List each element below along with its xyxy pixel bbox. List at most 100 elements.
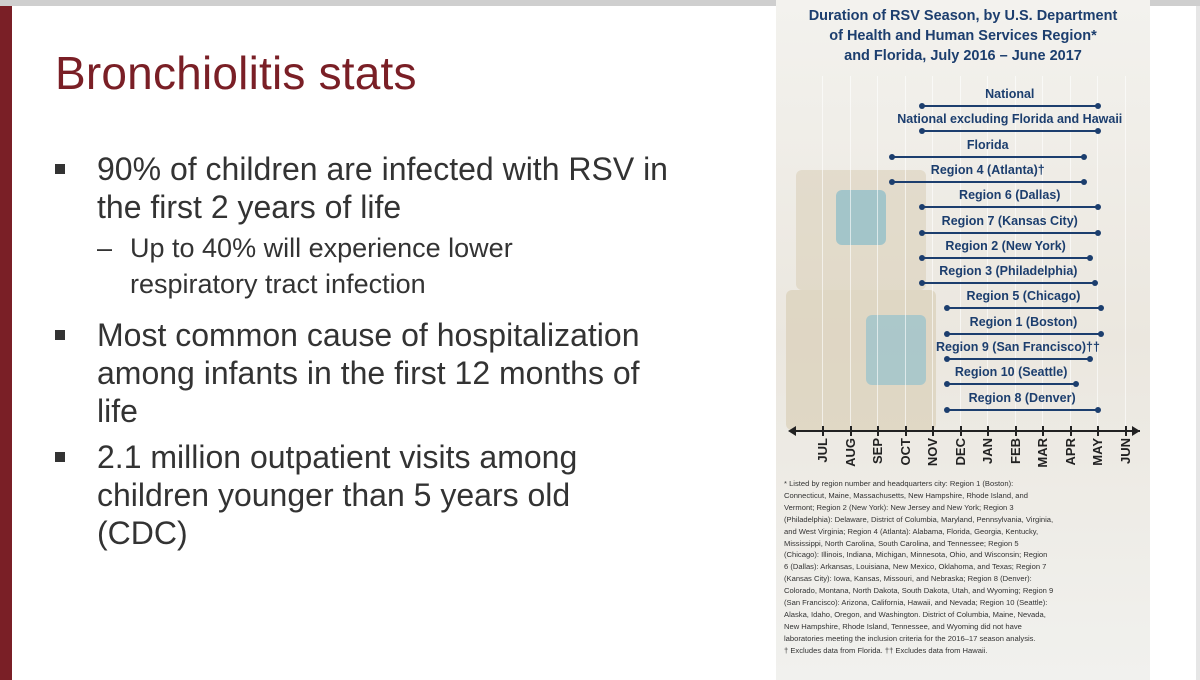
bullet-3-line-1: 2.1 million outpatient visits among — [97, 439, 578, 475]
toy-block-image — [836, 190, 886, 245]
month-grid-line — [932, 76, 933, 431]
toy-block-image — [866, 315, 926, 385]
bullet-3-line-2: children younger than 5 years old — [97, 477, 571, 513]
footnote-line: New Hampshire, Rhode Island, Tennessee, … — [784, 621, 1022, 631]
footnote-line: Mississippi, North Carolina, South Carol… — [784, 538, 1019, 548]
month-grid-line — [877, 76, 878, 431]
month-tick-label: APR — [1062, 438, 1078, 466]
month-grid-line — [849, 76, 851, 431]
season-duration-bar — [921, 105, 1098, 107]
season-row-label: Region 6 (Dallas) — [959, 188, 1061, 203]
accent-left-bar — [0, 6, 12, 680]
bullet-1-line-1: 90% of children are infected with RSV in — [97, 151, 668, 187]
season-endpoint-dot — [943, 356, 950, 362]
season-endpoint-dot — [1072, 381, 1079, 388]
season-row-label: National — [985, 87, 1035, 101]
dash-bullet-icon: – — [97, 233, 113, 263]
month-tick-label: FEB — [1007, 438, 1023, 464]
season-endpoint-dot — [1094, 103, 1101, 109]
season-endpoint-dot — [1081, 153, 1087, 160]
season-duration-bar — [946, 408, 1098, 411]
axis-left-arrow-icon — [788, 426, 796, 436]
season-duration-bar — [921, 282, 1095, 285]
season-duration-bar — [921, 206, 1098, 209]
footnote-line: (Kansas City): Iowa, Kansas, Missouri, a… — [784, 574, 1032, 584]
bullet-2-line-3: life — [97, 393, 138, 429]
season-endpoint-dot — [1094, 406, 1101, 413]
season-endpoint-dot — [918, 254, 925, 261]
footnote-line: Colorado, Montana, North Dakota, South D… — [784, 586, 1054, 596]
season-endpoint-dot — [918, 280, 925, 287]
footnote-line: Alaska, Idaho, Oregon, and Washington. D… — [784, 609, 1046, 619]
season-duration-bar — [891, 180, 1084, 183]
month-tick-label: JAN — [980, 438, 995, 465]
month-grid-line — [1097, 76, 1098, 431]
season-row-label: Region 8 (Denver) — [968, 390, 1076, 405]
sub-bullet-line-2: respiratory tract infection — [130, 269, 426, 299]
month-tick-label: MAY — [1090, 438, 1105, 466]
footnote-line: * Listed by region number and headquarte… — [784, 479, 1014, 488]
footnote-line: (Chicago): Illinois, Indiana, Michigan, … — [784, 550, 1048, 560]
x-axis-line — [790, 430, 1140, 432]
season-row-label: Region 1 (Boston) — [969, 314, 1078, 329]
footnote-line: and West Virginia; Region 4 (Atlanta): A… — [784, 526, 1039, 536]
footnote-line: laboratories meeting the inclusion crite… — [784, 633, 1036, 643]
month-grid-line — [1014, 76, 1016, 431]
season-endpoint-dot — [1097, 330, 1104, 337]
footnote-line: 6 (Dallas): Arkansas, Louisiana, New Mex… — [784, 562, 1047, 572]
month-tick-label: DEC — [952, 438, 968, 466]
bullet-3-line-3: (CDC) — [97, 515, 188, 551]
bullet-1-line-2: the first 2 years of life — [97, 189, 402, 225]
season-endpoint-dot — [943, 305, 950, 312]
slide-right-edge — [1196, 6, 1200, 680]
month-tick-label: AUG — [842, 438, 858, 467]
season-row-label: Region 9 (San Francisco)†† — [936, 340, 1100, 354]
month-grid-line — [1124, 76, 1126, 431]
season-endpoint-dot — [1086, 254, 1093, 261]
square-bullet-icon — [55, 164, 65, 174]
season-endpoint-dot — [1081, 178, 1087, 185]
season-row-label: National excluding Florida and Hawaii — [897, 112, 1123, 127]
month-grid-line — [822, 76, 823, 431]
season-endpoint-dot — [888, 178, 895, 185]
bullet-2-line-2: among infants in the first 12 months of — [97, 355, 640, 391]
season-duration-bar — [921, 130, 1098, 133]
figure-title-line-3: and Florida, July 2016 – June 2017 — [844, 48, 1082, 64]
month-grid-line — [1069, 76, 1071, 431]
season-row-label: Region 5 (Chicago) — [966, 289, 1081, 304]
month-tick-label: NOV — [925, 438, 940, 467]
season-endpoint-dot — [918, 103, 925, 109]
season-endpoint-dot — [918, 204, 925, 211]
footnote-line: † Excludes data from Florida. †† Exclude… — [784, 645, 988, 655]
month-grid-line — [1042, 76, 1043, 431]
square-bullet-icon — [55, 452, 65, 462]
season-duration-bar — [891, 155, 1084, 158]
season-row-label: Region 3 (Philadelphia) — [939, 264, 1078, 279]
footnote-line: Vermont; Region 2 (New York): New Jersey… — [784, 502, 1014, 512]
month-tick-label: OCT — [897, 438, 913, 466]
season-duration-bar — [921, 231, 1098, 234]
month-tick-label: JUL — [815, 438, 830, 463]
season-endpoint-dot — [918, 229, 925, 236]
season-duration-bar — [921, 256, 1090, 259]
season-endpoint-dot — [943, 406, 950, 413]
sub-bullet-line-1: Up to 40% will experience lower — [130, 233, 513, 263]
season-row-label: Region 7 (Kansas City) — [941, 213, 1078, 228]
season-endpoint-dot — [943, 381, 950, 388]
season-duration-bar — [946, 307, 1101, 310]
month-tick-label: SEP — [870, 438, 885, 465]
season-duration-bar — [946, 332, 1101, 335]
season-row-label: Region 4 (Atlanta)† — [930, 162, 1045, 177]
slide-title: Bronchiolitis stats — [55, 47, 417, 99]
footnote-line: (San Francisco): Arizona, California, Ha… — [784, 598, 1048, 607]
season-row-label: Florida — [966, 137, 1009, 152]
month-grid-line — [959, 76, 961, 431]
square-bullet-icon — [55, 330, 65, 340]
season-duration-bar — [946, 358, 1090, 360]
footnote-line: (Philadelphia): Delaware, District of Co… — [784, 514, 1054, 524]
month-grid-line — [904, 76, 906, 431]
bullet-2-line-1: Most common cause of hospitalization — [97, 317, 640, 353]
season-endpoint-dot — [1094, 128, 1101, 135]
toy-blocks-background — [776, 130, 956, 450]
